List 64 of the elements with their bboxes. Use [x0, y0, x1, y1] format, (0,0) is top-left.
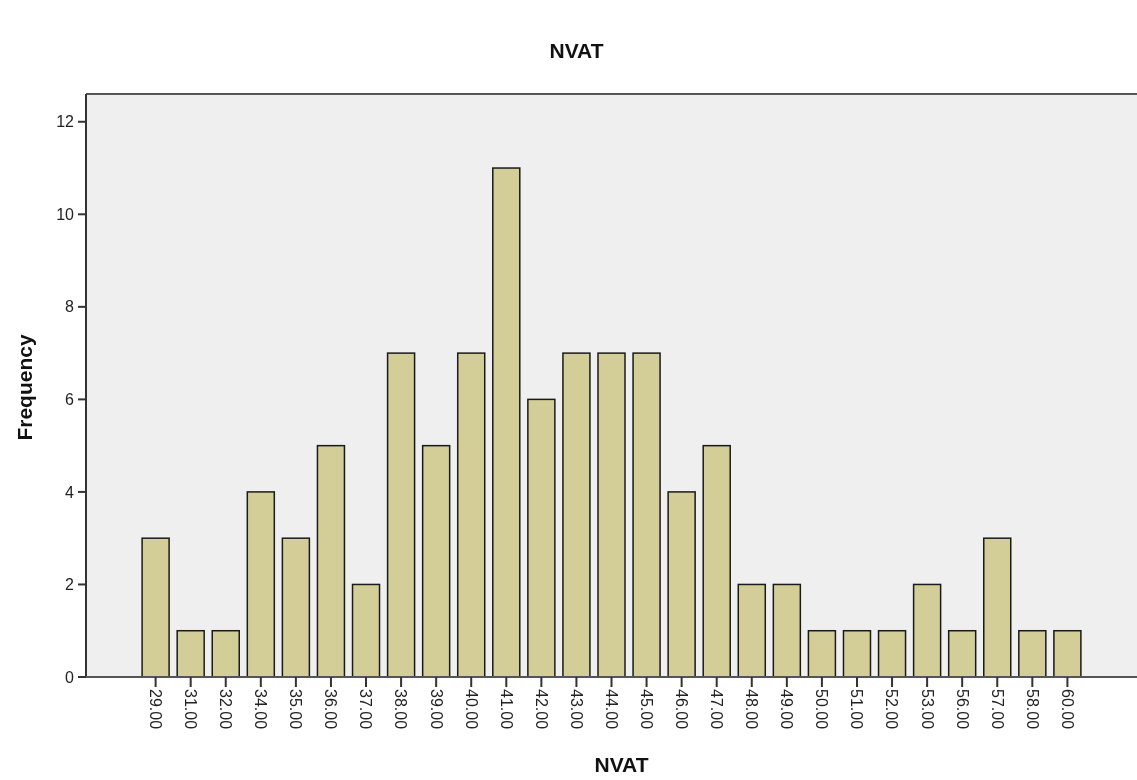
x-tick-label: 39.00 — [427, 689, 445, 730]
x-tick-label: 51.00 — [848, 689, 866, 730]
bar — [421, 444, 451, 678]
bar — [456, 352, 486, 678]
x-tick-label: 45.00 — [637, 689, 655, 730]
y-tick-label: 8 — [65, 298, 75, 316]
bar — [702, 444, 731, 678]
y-tick-label: 4 — [65, 483, 75, 501]
x-tick-label: 31.00 — [182, 689, 200, 730]
x-tick-label: 36.00 — [322, 689, 340, 730]
x-tick-label: 50.00 — [813, 689, 831, 730]
bar — [947, 629, 977, 678]
bar — [351, 583, 381, 678]
x-tick-label: 32.00 — [217, 689, 235, 730]
x-axis-title: NVAT — [594, 753, 649, 776]
bar — [807, 629, 837, 678]
bar — [912, 583, 942, 678]
bar — [246, 491, 276, 678]
bar — [632, 352, 661, 678]
bar — [772, 583, 802, 678]
x-tick-label: 57.00 — [988, 689, 1006, 730]
x-tick-label: 38.00 — [392, 689, 410, 730]
y-tick-label: 0 — [65, 668, 75, 686]
bar — [597, 352, 626, 678]
bar — [667, 491, 696, 678]
y-tick-label: 2 — [65, 576, 75, 594]
bar — [176, 629, 205, 678]
bar — [492, 167, 521, 678]
bar — [281, 537, 311, 678]
bar — [1018, 629, 1047, 678]
x-tick-label: 47.00 — [708, 689, 726, 730]
bar — [211, 629, 240, 678]
x-tick-label: 40.00 — [462, 689, 480, 730]
x-tick-label: 44.00 — [602, 689, 620, 730]
x-tick-label: 41.00 — [497, 689, 515, 730]
x-tick-label: 43.00 — [567, 689, 585, 730]
y-tick-label: 10 — [56, 205, 75, 223]
bar — [737, 583, 767, 678]
x-tick-label: 42.00 — [532, 689, 550, 730]
x-tick-label: 49.00 — [778, 689, 796, 730]
y-axis-title: Frequency — [13, 334, 36, 441]
x-tick-label: 29.00 — [147, 689, 165, 730]
x-tick-label: 60.00 — [1058, 689, 1076, 730]
x-tick-label: 52.00 — [883, 689, 901, 730]
bar — [842, 629, 872, 678]
bar — [316, 444, 346, 678]
x-tick-label: 58.00 — [1023, 689, 1041, 730]
bar — [141, 537, 170, 678]
bar — [562, 352, 591, 678]
y-tick-label: 12 — [56, 113, 75, 131]
bar — [527, 398, 556, 678]
x-tick-label: 56.00 — [953, 689, 971, 730]
x-tick-label: 46.00 — [673, 689, 691, 730]
bar — [983, 537, 1012, 678]
x-tick-label: 35.00 — [287, 689, 305, 730]
chart-title: NVAT — [549, 39, 604, 62]
bar — [386, 352, 416, 678]
bar — [1053, 629, 1082, 678]
y-tick-label: 6 — [65, 390, 75, 408]
x-tick-label: 37.00 — [357, 689, 375, 730]
x-tick-label: 48.00 — [743, 689, 761, 730]
bar — [877, 629, 907, 678]
x-tick-label: 34.00 — [252, 689, 270, 730]
x-tick-label: 53.00 — [918, 689, 936, 730]
